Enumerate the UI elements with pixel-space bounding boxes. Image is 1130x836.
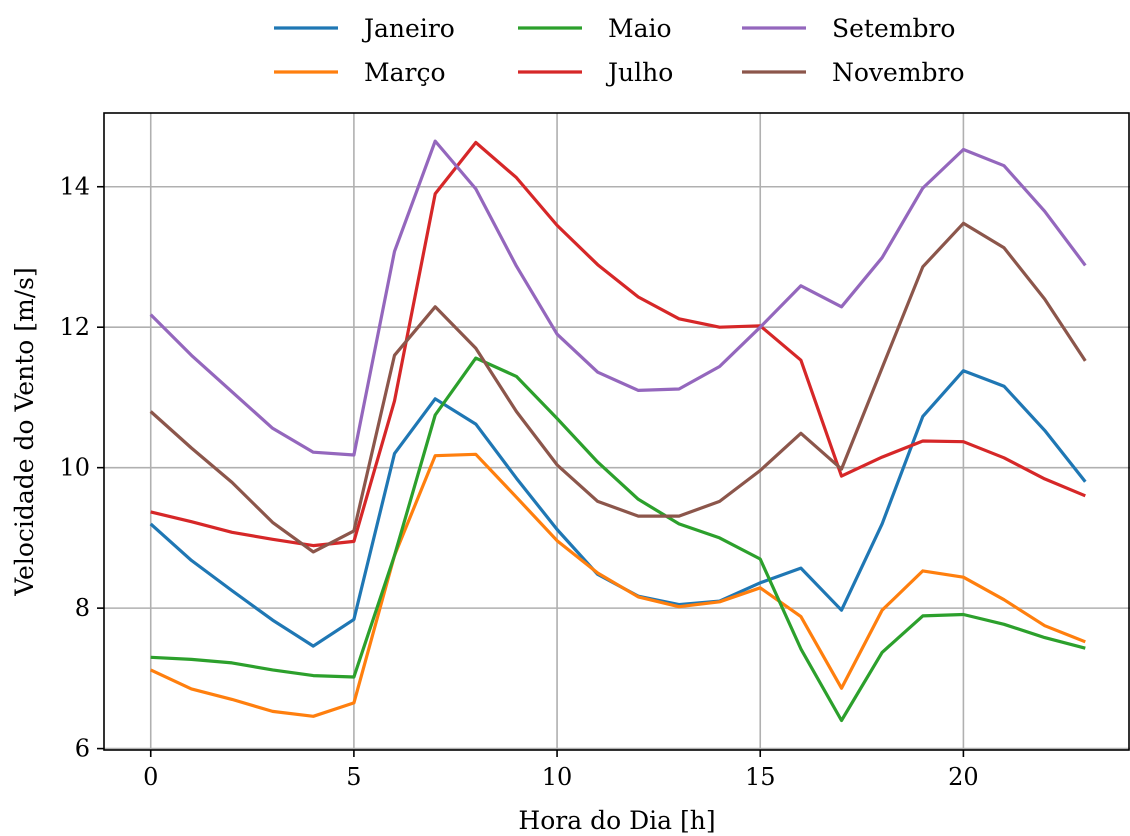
y-tick-label: 10 [59, 454, 90, 482]
series-line-março [150, 452, 1086, 718]
legend-label-novembro: Novembro [832, 58, 965, 87]
y-tick-label: 8 [75, 594, 90, 622]
series-line-setembro [149, 139, 1087, 457]
series-lines [149, 139, 1087, 723]
series-line-maio [150, 356, 1086, 723]
series-line-novembro [149, 221, 1087, 554]
plot-area-frame [103, 112, 1130, 751]
legend: Janeiro Março Maio Julho Setembro Novembro [274, 14, 965, 87]
x-tick-label: 15 [745, 763, 776, 791]
x-tick-label: 10 [542, 763, 573, 791]
legend-label-março: Março [364, 58, 446, 87]
x-axis-label: Hora do Dia [h] [518, 806, 715, 835]
x-tick-label: 5 [346, 763, 361, 791]
legend-label-maio: Maio [608, 14, 672, 43]
grid-lines [104, 113, 1130, 750]
y-axis-label: Velocidade do Vento [m/s] [10, 267, 39, 596]
y-tick-label: 6 [75, 735, 90, 763]
legend-label-setembro: Setembro [832, 14, 955, 43]
y-tick-label: 12 [59, 313, 90, 341]
x-tick-label: 20 [948, 763, 979, 791]
y-tick-label: 14 [59, 173, 90, 201]
legend-label-janeiro: Janeiro [361, 14, 455, 43]
legend-label-julho: Julho [605, 58, 673, 87]
series-line-julho [150, 140, 1086, 548]
x-tick-label: 0 [143, 763, 158, 791]
axis-ticks: 0 5 10 15 20 6 8 10 12 14 [59, 173, 978, 791]
